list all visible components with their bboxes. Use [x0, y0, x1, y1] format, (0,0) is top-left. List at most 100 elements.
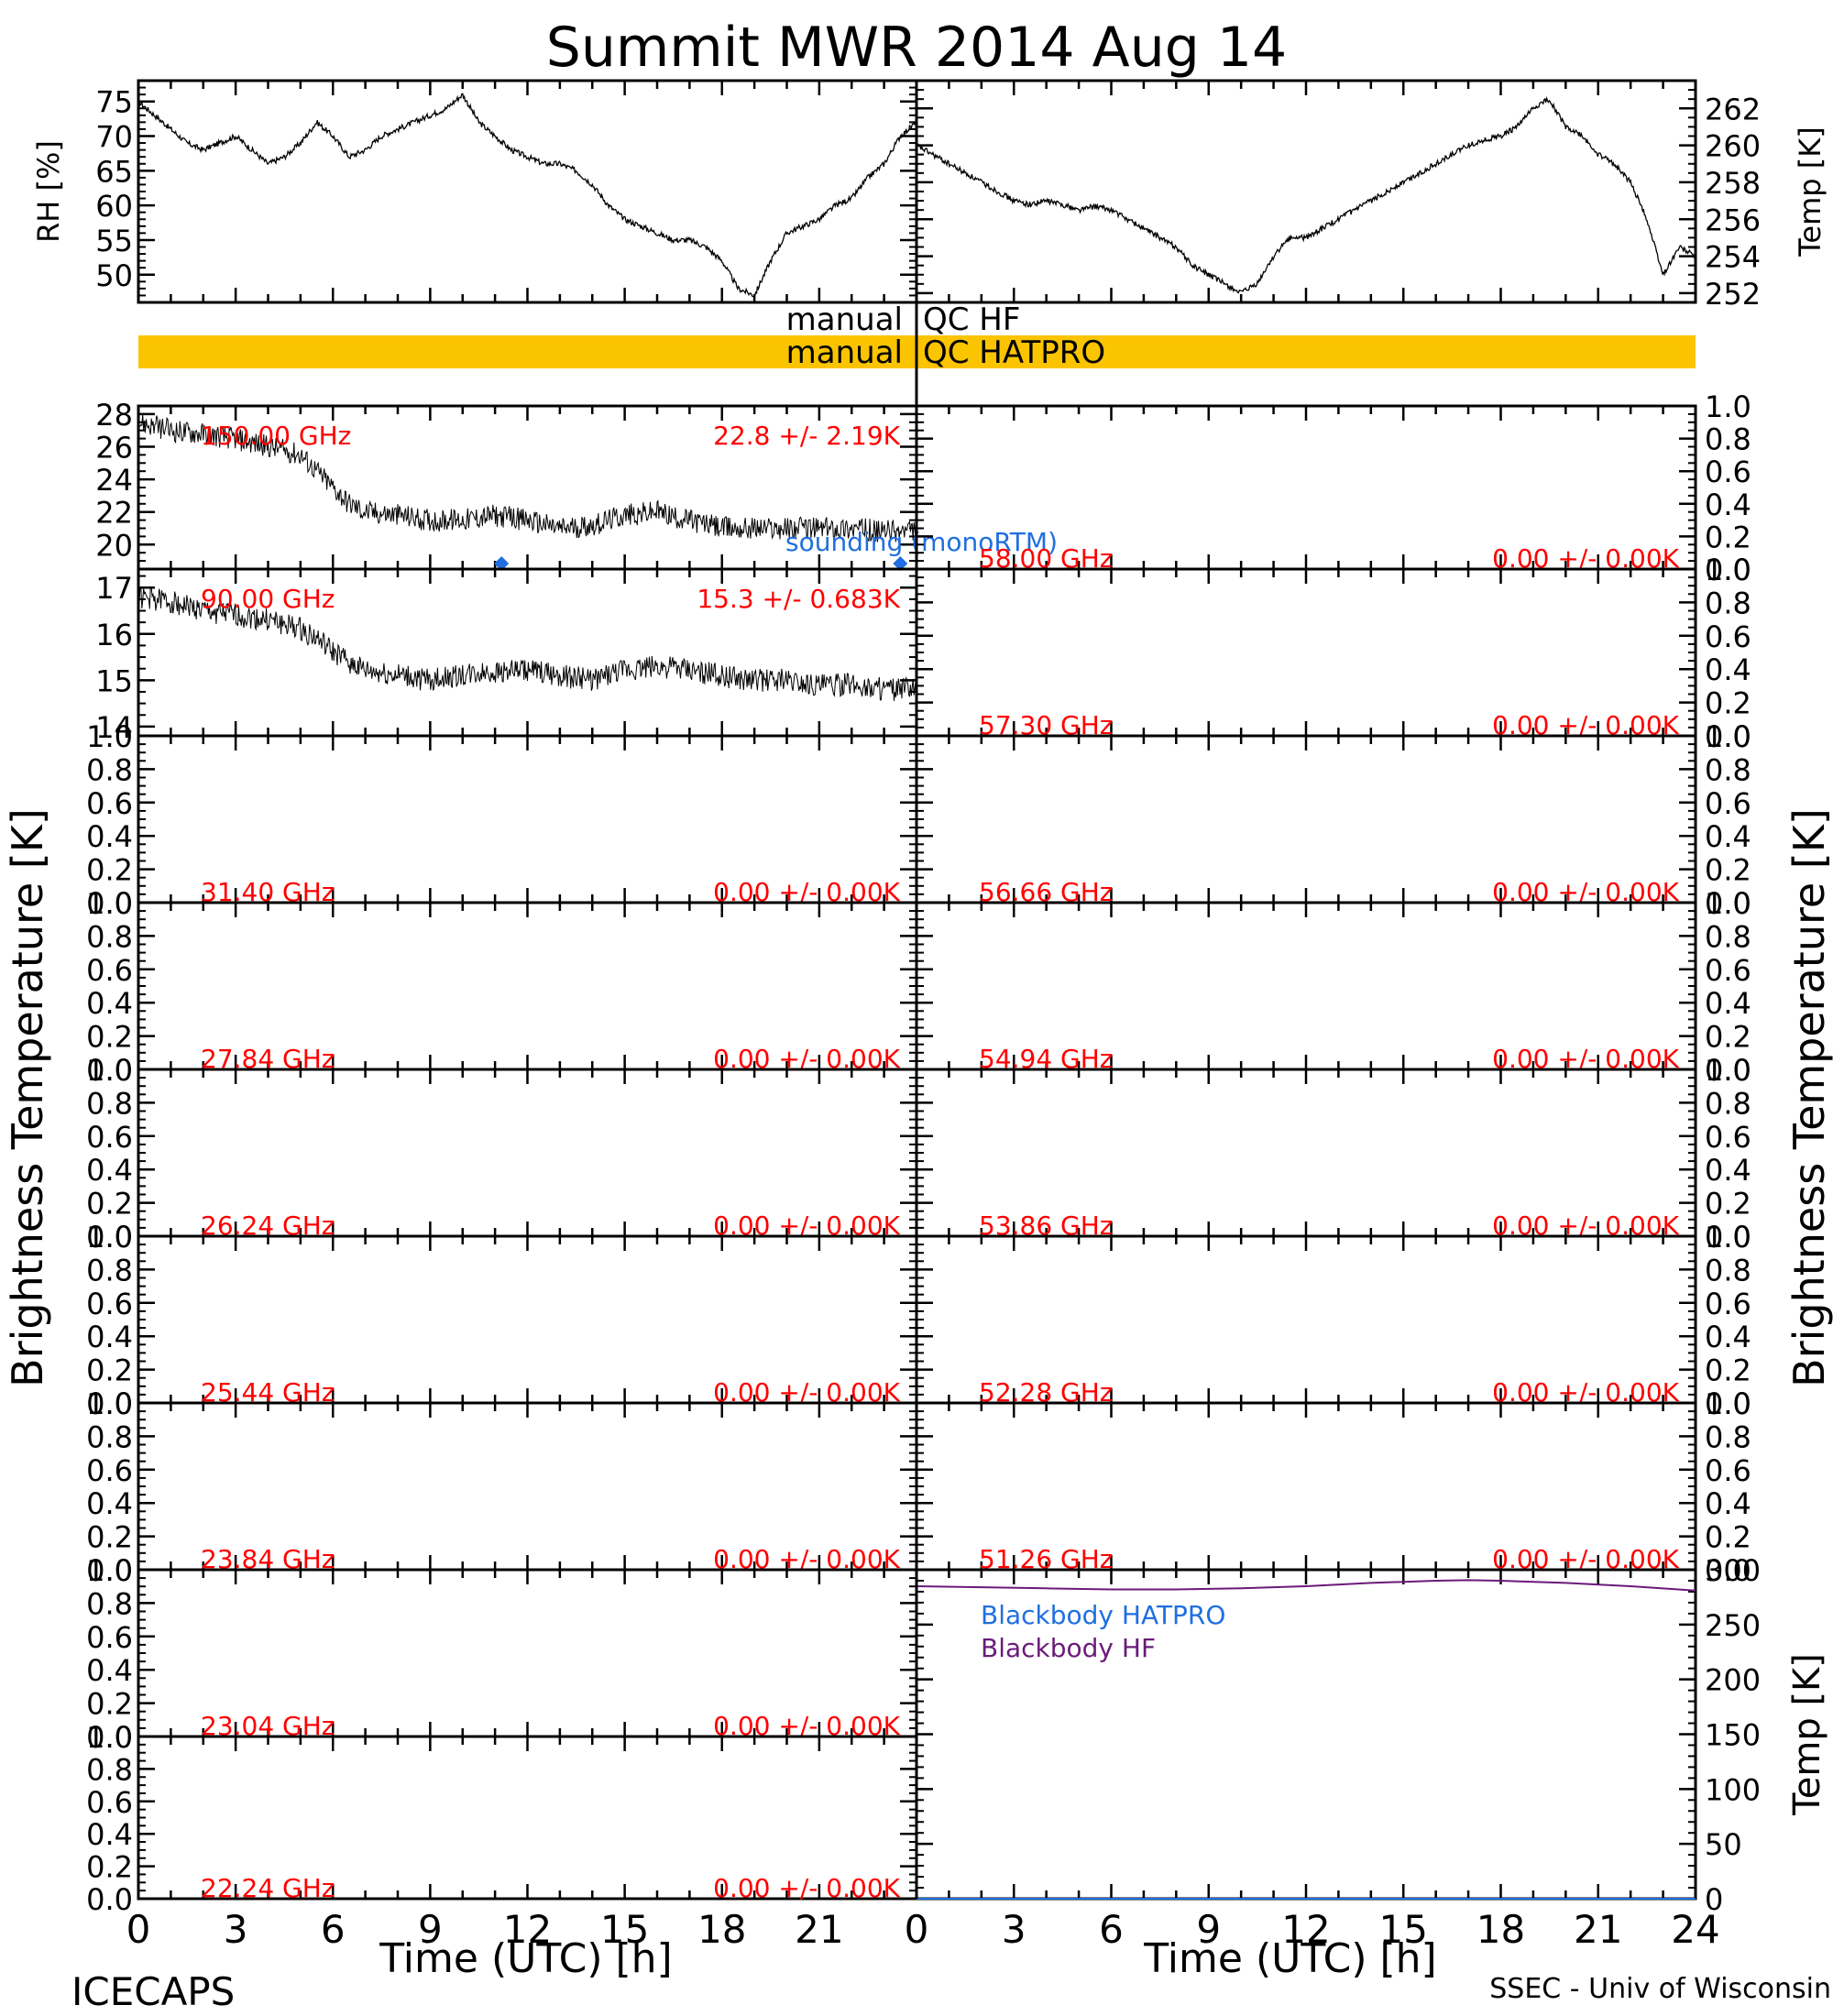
y-tick-label: 14 [95, 710, 133, 745]
y-tick-label: 100 [1705, 1772, 1761, 1807]
y-tick-label: 0.8 [86, 1419, 133, 1454]
y-tick-label: 1.0 [1705, 553, 1751, 587]
y-tick-label: 0.4 [86, 1320, 133, 1354]
y-tick-label: 1.0 [86, 1720, 133, 1755]
y-tick-label: 0.4 [1705, 1486, 1751, 1521]
y-tick-label: 1.0 [86, 1553, 133, 1588]
panel-frame [915, 79, 1697, 304]
y-tick-label: 0.0 [86, 1882, 133, 1917]
stats-label: 22.8 +/- 2.19K [713, 421, 900, 451]
blackbody-series-line [916, 1579, 1696, 1592]
y-tick-label: 0.8 [1705, 752, 1751, 787]
y-tick-label: 1.0 [1705, 389, 1751, 424]
y-tick-label: 0.0 [86, 1386, 133, 1421]
y-tick-label: 0.8 [1705, 1253, 1751, 1287]
panel-tb_left_2: 14 15 16 17 90.00 GHz 15.3 +/- 0.683K [95, 567, 918, 745]
y-tick-label: 0.0 [1705, 1220, 1751, 1255]
sounding-marker [494, 556, 510, 571]
y-tick-label: 0.8 [1705, 422, 1751, 457]
qc-hatpro-right-label: QC HATPRO [923, 334, 1105, 371]
qc-hf-right-label: QC HF [923, 301, 1020, 338]
footer-right: SSEC - Univ of Wisconsin [1489, 1973, 1831, 2005]
x-tick-label: 18 [697, 1907, 746, 1952]
y-tick-label: 28 [95, 398, 133, 433]
x-tick-label: 24 [1671, 1907, 1719, 1952]
y-tick-label: 26 [95, 431, 133, 466]
y-tick-label: 0.4 [1705, 488, 1751, 522]
left-ylabel: Brightness Temperature [K] [3, 808, 52, 1387]
y-tick-label: 0.4 [86, 1653, 133, 1688]
x-tick-label: 0 [126, 1907, 151, 1952]
x-axis-label: Time (UTC) [h] [1143, 1935, 1436, 1982]
y-tick-label: 0.0 [86, 886, 133, 921]
y-tick-label: 0.6 [86, 953, 133, 988]
y-tick-label: 0.2 [1705, 520, 1751, 554]
panel-tb_right_6: 0.00.20.40.60.81.052.28 GHz 0.00 +/- 0.00… [915, 1220, 1751, 1421]
y-tick-label: 0.0 [1705, 1553, 1751, 1588]
y-tick-label: 250 [1705, 1608, 1761, 1643]
right-ylabel: Brightness Temperature [K] [1784, 808, 1833, 1387]
y-tick-label: 0.6 [86, 1453, 133, 1488]
y-tick-label: 0.2 [86, 1850, 133, 1885]
y-tick-label: 1.0 [86, 886, 133, 921]
x-tick-label: 9 [418, 1907, 443, 1952]
panel-tb_right_1: 0.00.20.40.60.81.058.00 GHz 0.00 +/- 0.00… [915, 389, 1751, 587]
y-tick-label: 50 [1705, 1827, 1742, 1862]
panel-tb_right_7: 0.00.20.40.60.81.051.26 GHz 0.00 +/- 0.00… [915, 1386, 1751, 1588]
y-tick-label: 0.4 [1705, 1320, 1751, 1354]
x-tick-label: 12 [503, 1907, 552, 1952]
y-tick-label: 0.6 [86, 786, 133, 821]
x-tick-label: 9 [1196, 1907, 1221, 1952]
panel-tb_left_8: 0.00.20.40.60.81.023.04 GHz 0.00 +/- 0.00… [86, 1553, 918, 1755]
y-tick-label: 60 [95, 189, 133, 224]
y-tick-label: 0.2 [1705, 686, 1751, 721]
y-tick-label: 260 [1705, 129, 1761, 164]
y-tick-label: 0.8 [1705, 1086, 1751, 1121]
x-tick-label: 3 [1002, 1907, 1026, 1952]
y-tick-label: 0.6 [1705, 1453, 1751, 1488]
qc-hatpro-left-label: manual [786, 334, 903, 371]
y-tick-label: 1.0 [86, 1053, 133, 1088]
y-tick-label: 0.0 [1705, 719, 1751, 754]
y-tick-label: 0.8 [1705, 586, 1751, 620]
y-tick-label: 16 [95, 618, 133, 652]
y-tick-label: 0.8 [86, 1253, 133, 1287]
y-tick-label: 1.0 [1705, 719, 1751, 754]
y-tick-label: 1.0 [86, 719, 133, 754]
panel-tb_left_3: 0.00.20.40.60.81.031.40 GHz 0.00 +/- 0.00… [86, 719, 918, 921]
stats-label: 0.00 +/- 0.00K [713, 1873, 900, 1903]
y-tick-label: 256 [1705, 203, 1761, 237]
channel-label: 22.24 GHz [201, 1873, 335, 1903]
y-tick-label: 0.0 [1705, 1386, 1751, 1421]
y-tick-label: 0.4 [1705, 819, 1751, 854]
y-tick-label: 0.2 [1705, 1520, 1751, 1555]
x-tick-label: 18 [1476, 1907, 1525, 1952]
met-trace [916, 95, 1696, 294]
y-tick-label: 0.2 [1705, 1353, 1751, 1388]
x-tick-label: 15 [600, 1907, 649, 1952]
y-tick-label: 70 [95, 120, 133, 155]
y-tick-label: 0.6 [1705, 953, 1751, 988]
y-tick-label: 0.4 [1705, 986, 1751, 1021]
x-tick-label: 15 [1379, 1907, 1428, 1952]
qc-hf-left-label: manual [786, 301, 903, 338]
panel-tb_right_5: 0.00.20.40.60.81.053.86 GHz 0.00 +/- 0.00… [915, 1053, 1751, 1255]
x-tick-label: 3 [224, 1907, 248, 1952]
y-tick-label: 0.4 [1705, 652, 1751, 687]
y-tick-label: 0.6 [1705, 455, 1751, 489]
y-tick-label: 1.0 [86, 1220, 133, 1255]
y-tick-label: 0.6 [1705, 786, 1751, 821]
y-tick-label: 0.8 [86, 1586, 133, 1621]
y-tick-label: 0.6 [86, 1120, 133, 1155]
x-tick-label: 6 [321, 1907, 346, 1952]
y-tick-label: 0.2 [86, 1187, 133, 1222]
y-tick-label: 262 [1705, 92, 1761, 126]
y-tick-label: 0.8 [86, 1086, 133, 1121]
x-tick-label: 0 [905, 1907, 929, 1952]
y-tick-label: 0.8 [86, 919, 133, 954]
y-tick-label: 20 [95, 528, 133, 563]
